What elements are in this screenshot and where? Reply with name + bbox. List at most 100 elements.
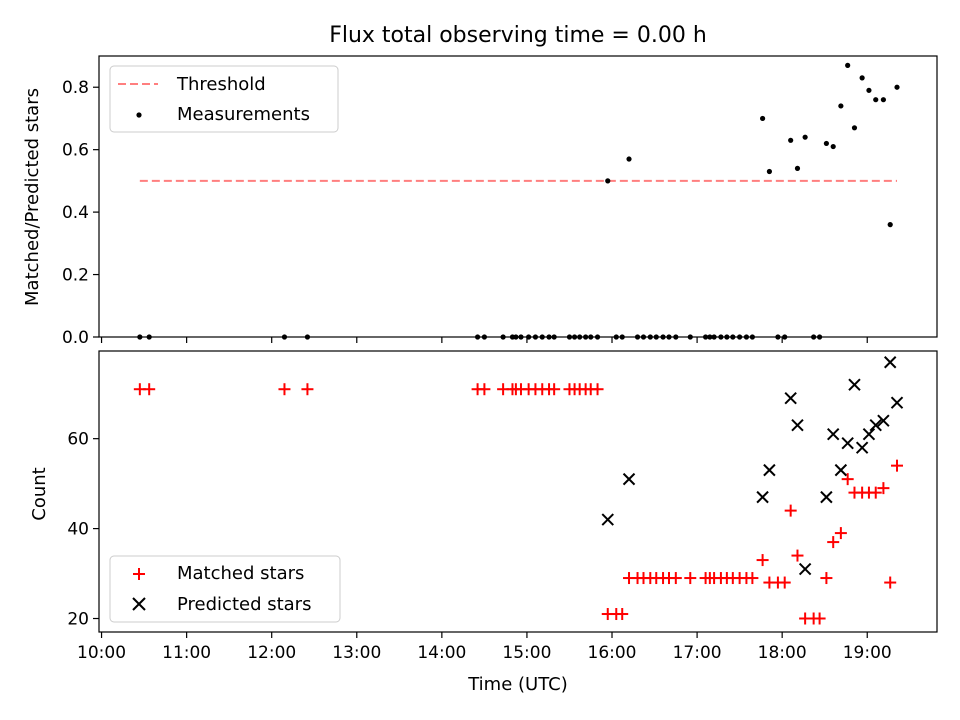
- bottom-panel: 20 40 60 10:00 11:00 12:00 13:00 14:00 15:00 16:…: [29, 350, 938, 695]
- measurement-point: [794, 165, 801, 171]
- matched-star-point: [791, 549, 804, 562]
- predicted-star-point: [601, 513, 614, 526]
- bottom-x-ticks: 10:00 11:00 12:00 13:00 14:00 15:00 16:00 17:00…: [77, 632, 892, 663]
- matched-stars-series: [133, 383, 904, 625]
- legend-measurements-label: Measurements: [177, 104, 310, 125]
- chart-title: Flux total observing time = 0.00 h: [329, 23, 707, 48]
- predicted-stars-series: [601, 356, 904, 576]
- matched-star-point: [820, 572, 833, 585]
- measurement-point: [880, 97, 887, 103]
- predicted-star-point: [784, 392, 797, 405]
- bottom-y-tick-label: 20: [67, 610, 89, 630]
- x-tick-label: 11:00: [162, 643, 211, 663]
- matched-star-point: [756, 554, 769, 567]
- matched-star-point: [548, 383, 561, 396]
- x-tick-label: 18:00: [758, 643, 807, 663]
- predicted-star-point: [890, 396, 904, 409]
- legend-predicted-label: Predicted stars: [177, 594, 311, 615]
- legend-threshold-label: Threshold: [176, 74, 266, 95]
- predicted-star-point: [834, 463, 848, 477]
- predicted-star-point: [820, 490, 833, 504]
- measurement-point: [866, 87, 872, 93]
- matched-star-point: [278, 383, 291, 396]
- top-y-tick-label: 0.0: [62, 328, 89, 348]
- measurement-point: [873, 97, 879, 103]
- bottom-y-axis-label: Count: [29, 467, 50, 520]
- matched-star-point: [591, 383, 604, 396]
- predicted-star-point: [756, 490, 769, 504]
- predicted-star-point: [869, 418, 882, 432]
- bottom-y-tick-label: 40: [67, 520, 89, 540]
- top-y-axis-label: Matched/Predicted stars: [22, 88, 43, 306]
- matched-star-point: [891, 459, 904, 472]
- x-tick-label: 13:00: [332, 643, 381, 663]
- predicted-star-point: [841, 436, 854, 450]
- measurement-point: [859, 75, 865, 81]
- top-y-tick-label: 0.4: [62, 203, 89, 223]
- measurement-point: [802, 134, 808, 140]
- predicted-star-point: [622, 472, 636, 486]
- matched-star-point: [784, 504, 797, 517]
- matched-star-point: [301, 383, 314, 396]
- predicted-star-point: [791, 418, 804, 432]
- matched-star-point: [869, 486, 882, 499]
- measurement-point: [759, 115, 766, 122]
- legend-predicted-swatch: [132, 597, 146, 611]
- measurement-point: [823, 140, 830, 147]
- top-y-tick-label: 0.2: [62, 266, 89, 286]
- predicted-star-point: [862, 427, 876, 441]
- legend-measurements-swatch: [136, 112, 142, 118]
- top-axes-frame: [98, 55, 938, 338]
- predicted-star-point: [877, 414, 890, 427]
- top-y-tick-label: 0.6: [62, 141, 89, 161]
- bottom-axes-frame: [98, 350, 938, 633]
- x-axis-label: Time (UTC): [467, 674, 568, 695]
- x-tick-label: 16:00: [588, 643, 637, 663]
- top-panel: 0.00.20.40.60.8 Matched/Predicted stars …: [22, 55, 938, 348]
- measurement-point: [830, 143, 836, 150]
- measurement-point: [838, 103, 844, 109]
- matched-star-point: [616, 608, 629, 621]
- predicted-star-point: [826, 427, 840, 441]
- measurement-point: [605, 178, 611, 184]
- x-tick-label: 10:00: [77, 643, 126, 663]
- matched-star-point: [746, 572, 759, 585]
- bottom-y-ticks: 20 40 60: [67, 430, 99, 630]
- matched-star-point: [778, 576, 791, 589]
- bottom-legend: Matched stars Predicted stars: [109, 555, 341, 623]
- x-tick-label: 19:00: [843, 643, 892, 663]
- legend-matched-swatch: [133, 568, 145, 580]
- matched-star-point: [684, 572, 697, 585]
- top-legend-box: [109, 65, 339, 133]
- x-tick-label: 15:00: [502, 643, 551, 663]
- measurement-point: [626, 156, 632, 162]
- top-y-tick-label: 0.8: [62, 78, 89, 98]
- top-y-ticks: 0.0 0.2 0.4 0.6 0.8: [62, 78, 99, 348]
- matched-star-point: [884, 576, 897, 589]
- measurement-point: [894, 84, 900, 90]
- matched-star-point: [143, 383, 156, 396]
- predicted-star-point: [763, 463, 776, 477]
- bottom-y-tick-label: 60: [67, 430, 89, 450]
- matched-star-point: [478, 383, 491, 396]
- predicted-star-point: [848, 378, 861, 391]
- matched-star-point: [877, 482, 890, 495]
- bottom-legend-box: [109, 555, 341, 623]
- legend-matched-label: Matched stars: [177, 563, 304, 584]
- matched-star-point: [841, 473, 854, 486]
- matched-star-point: [827, 536, 840, 549]
- matched-star-point: [834, 527, 847, 540]
- matched-star-point: [669, 572, 682, 585]
- measurement-point: [887, 222, 893, 228]
- predicted-star-point: [798, 562, 812, 576]
- top-legend: Threshold Measurements: [109, 65, 339, 133]
- x-tick-label: 12:00: [247, 643, 296, 663]
- measurement-point: [845, 62, 851, 68]
- matched-star-point: [813, 612, 826, 625]
- predicted-star-point: [855, 441, 869, 454]
- predicted-star-point: [884, 356, 897, 369]
- measurement-point: [788, 137, 794, 143]
- measurement-point: [851, 125, 858, 131]
- x-tick-label: 14:00: [417, 643, 466, 663]
